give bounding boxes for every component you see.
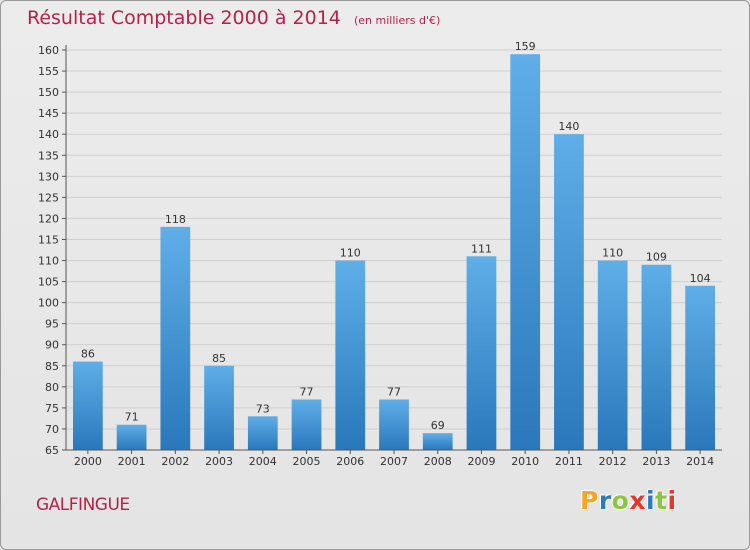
logo-letter: i xyxy=(646,486,656,515)
y-tick-label: 100 xyxy=(38,297,59,310)
y-tick-label: 85 xyxy=(45,360,59,373)
y-tick-label: 130 xyxy=(38,170,59,183)
y-tick-label: 75 xyxy=(45,402,59,415)
logo-letter: t xyxy=(655,486,668,515)
proxiti-logo[interactable]: Proxiti xyxy=(580,486,677,515)
x-tick-label-2003: 2003 xyxy=(205,455,233,468)
x-tick-label-2011: 2011 xyxy=(555,455,583,468)
bars: 86 71 118 85 73 77 110 77 69 111 159 140 110 109 104 xyxy=(72,40,716,451)
y-tick-label: 160 xyxy=(38,44,59,57)
data-label-2011: 140 xyxy=(558,120,579,133)
bar-2013 xyxy=(641,264,672,450)
y-tick-label: 65 xyxy=(45,444,59,457)
bar-2011 xyxy=(554,134,584,451)
data-label-2000: 86 xyxy=(81,348,95,361)
bar-2003 xyxy=(204,365,234,450)
data-label-2002: 118 xyxy=(165,213,186,226)
data-label-2014: 104 xyxy=(690,272,711,285)
x-tick-label-2002: 2002 xyxy=(161,455,189,468)
chart-title: Résultat Comptable 2000 à 2014 xyxy=(27,7,341,29)
data-label-2004: 73 xyxy=(256,402,270,415)
x-tick-label-2000: 2000 xyxy=(74,455,102,468)
data-label-2005: 77 xyxy=(300,385,314,398)
bar-2014 xyxy=(685,285,716,450)
y-tick-label: 120 xyxy=(38,212,59,225)
bar-2006 xyxy=(335,260,366,450)
x-tick-label-2014: 2014 xyxy=(686,455,714,468)
x-tick-label-2004: 2004 xyxy=(249,455,277,468)
y-tick-label: 105 xyxy=(38,276,59,289)
y-tick-label: 90 xyxy=(45,339,59,352)
y-tick-label: 110 xyxy=(38,255,59,268)
y-tick-label: 125 xyxy=(38,191,59,204)
y-tick-label: 70 xyxy=(45,423,59,436)
data-label-2012: 110 xyxy=(602,247,623,260)
data-label-2013: 109 xyxy=(646,251,667,264)
bar-2002 xyxy=(160,226,191,450)
y-tick-label: 145 xyxy=(38,107,59,120)
data-label-2008: 69 xyxy=(431,419,445,432)
bar-2004 xyxy=(247,416,278,450)
logo-letter: P xyxy=(580,486,599,515)
chart-subtitle: (en milliers d'€) xyxy=(353,14,441,27)
commune-name: GALFINGUE xyxy=(36,495,130,515)
y-tick-label: 135 xyxy=(38,149,59,162)
logo-letter: r xyxy=(598,486,612,515)
axes: 65 70 75 80 85 90 95 100 105 110 115 120 125 130 135 14… xyxy=(38,44,722,468)
data-label-2003: 85 xyxy=(212,352,226,365)
data-label-2006: 110 xyxy=(340,247,361,260)
title-row: Résultat Comptable 2000 à 2014 (en milli… xyxy=(27,7,440,29)
bar-2007 xyxy=(379,399,409,450)
y-tick-label: 95 xyxy=(45,318,59,331)
x-tick-label-2006: 2006 xyxy=(336,455,364,468)
bar-2012 xyxy=(597,260,628,450)
x-tick-label-2007: 2007 xyxy=(380,455,408,468)
y-tick-label: 115 xyxy=(38,233,59,246)
bar-2001 xyxy=(116,424,147,450)
y-tick-label: 150 xyxy=(38,86,59,99)
bar-2008 xyxy=(422,433,453,450)
x-tick-label-2001: 2001 xyxy=(118,455,146,468)
data-label-2001: 71 xyxy=(125,411,139,424)
bar-2010 xyxy=(510,54,541,451)
bar-2009 xyxy=(466,256,497,450)
x-tick-label-2009: 2009 xyxy=(467,455,495,468)
x-tick-label-2010: 2010 xyxy=(511,455,539,468)
logo-letter: x xyxy=(629,486,646,515)
data-label-2009: 111 xyxy=(471,242,492,255)
logo-letter: o xyxy=(611,486,630,515)
y-tick-label: 140 xyxy=(38,128,59,141)
x-tick-label-2012: 2012 xyxy=(599,455,627,468)
x-tick-label-2005: 2005 xyxy=(293,455,321,468)
y-tick-label: 80 xyxy=(45,381,59,394)
x-tick-label-2013: 2013 xyxy=(642,455,670,468)
x-tick-label-2008: 2008 xyxy=(424,455,452,468)
y-tick-label: 155 xyxy=(38,65,59,78)
data-label-2010: 159 xyxy=(515,40,536,53)
logo-letter: i xyxy=(667,486,677,515)
bar-2000 xyxy=(72,361,103,450)
bar-2005 xyxy=(291,399,322,450)
data-label-2007: 77 xyxy=(387,385,401,398)
